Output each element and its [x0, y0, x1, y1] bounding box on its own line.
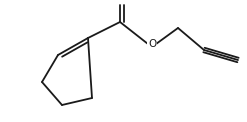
Text: O: O: [148, 39, 156, 49]
